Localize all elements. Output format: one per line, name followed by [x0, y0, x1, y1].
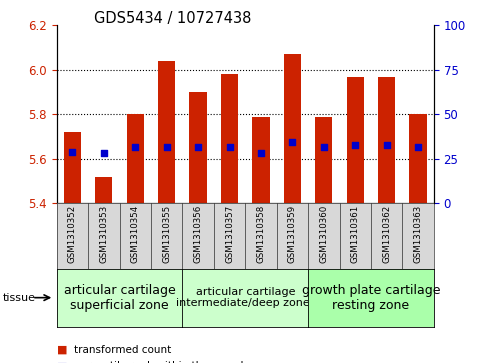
- Text: GSM1310352: GSM1310352: [68, 205, 77, 264]
- Bar: [95, 177, 112, 203]
- Bar: [410, 114, 427, 203]
- Text: articular cartilage
intermediate/deep zones: articular cartilage intermediate/deep zo…: [176, 287, 315, 309]
- Point: [414, 144, 422, 150]
- Text: articular cartilage
superficial zone: articular cartilage superficial zone: [64, 284, 176, 312]
- Text: tissue: tissue: [2, 293, 35, 303]
- Bar: [252, 117, 270, 203]
- Text: GSM1310360: GSM1310360: [319, 205, 328, 264]
- Bar: [378, 77, 395, 203]
- Text: GSM1310356: GSM1310356: [194, 205, 203, 264]
- Bar: [127, 114, 144, 203]
- Point: [194, 144, 202, 150]
- Text: GSM1310363: GSM1310363: [414, 205, 423, 264]
- Point: [352, 142, 359, 148]
- Bar: [189, 92, 207, 203]
- Text: GSM1310358: GSM1310358: [256, 205, 266, 264]
- Point: [131, 144, 139, 150]
- Text: transformed count: transformed count: [74, 345, 171, 355]
- Text: growth plate cartilage
resting zone: growth plate cartilage resting zone: [302, 284, 440, 312]
- Point: [288, 139, 296, 145]
- Bar: [284, 54, 301, 203]
- Text: percentile rank within the sample: percentile rank within the sample: [74, 361, 250, 363]
- Text: GDS5434 / 10727438: GDS5434 / 10727438: [94, 11, 251, 26]
- Point: [100, 150, 108, 156]
- Text: GSM1310357: GSM1310357: [225, 205, 234, 264]
- Text: GSM1310355: GSM1310355: [162, 205, 171, 264]
- Point: [383, 142, 390, 148]
- Point: [69, 149, 76, 155]
- Bar: [315, 117, 332, 203]
- Bar: [158, 61, 176, 203]
- Bar: [64, 132, 81, 203]
- Text: GSM1310353: GSM1310353: [99, 205, 108, 264]
- Point: [320, 144, 328, 150]
- Text: ■: ■: [57, 345, 67, 355]
- Text: GSM1310359: GSM1310359: [288, 205, 297, 264]
- Point: [257, 150, 265, 156]
- Text: GSM1310362: GSM1310362: [382, 205, 391, 264]
- Point: [226, 144, 234, 150]
- Text: GSM1310361: GSM1310361: [351, 205, 360, 264]
- Bar: [221, 74, 238, 203]
- Text: GSM1310354: GSM1310354: [131, 205, 140, 264]
- Point: [163, 144, 171, 150]
- Text: ■: ■: [57, 361, 67, 363]
- Bar: [347, 77, 364, 203]
